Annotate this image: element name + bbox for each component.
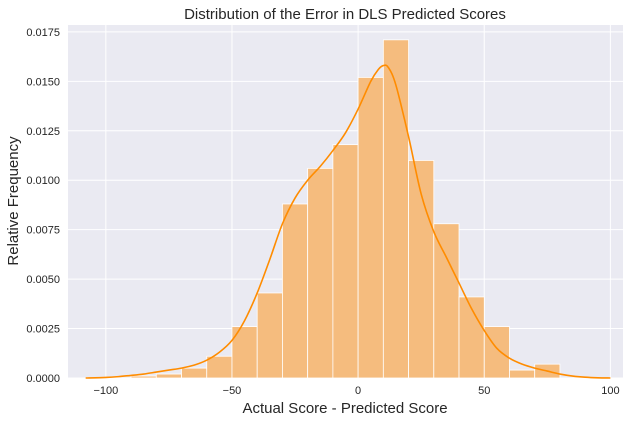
- y-axis-label: Relative Frequency: [5, 136, 22, 266]
- y-tick-label: 0.0025: [26, 324, 60, 336]
- x-tick-label: 0: [355, 385, 361, 397]
- y-tick-label: 0.0175: [26, 27, 60, 39]
- histogram-bar: [509, 369, 536, 379]
- y-tick-label: 0.0100: [26, 175, 60, 187]
- histogram-bars: [130, 39, 561, 379]
- x-tick-label: −100: [93, 385, 118, 397]
- y-axis-ticks: 0.0000 0.0025 0.0050 0.0075 0.0100 0.0125 0.01…: [26, 27, 60, 385]
- histogram-bar: [483, 326, 510, 379]
- histogram-bar: [130, 375, 157, 379]
- histogram-bar: [282, 203, 309, 379]
- histogram-bar: [382, 39, 409, 379]
- y-tick-label: 0.0125: [26, 126, 60, 138]
- x-axis-ticks: −100 −50 0 50 100: [93, 385, 619, 397]
- histogram-bar: [332, 144, 359, 379]
- histogram-bar: [155, 373, 182, 379]
- histogram-bar: [256, 292, 283, 379]
- x-tick-label: 50: [478, 385, 490, 397]
- histogram-bar: [307, 167, 334, 379]
- x-axis-label: Actual Score - Predicted Score: [242, 400, 447, 417]
- y-tick-label: 0.0150: [26, 76, 60, 88]
- x-tick-label: −50: [223, 385, 242, 397]
- chart-title: Distribution of the Error in DLS Predict…: [184, 6, 506, 23]
- y-tick-label: 0.0075: [26, 225, 60, 237]
- kde-curve: [85, 64, 611, 379]
- histogram-bar: [433, 223, 460, 379]
- y-tick-label: 0.0000: [26, 373, 60, 385]
- y-tick-label: 0.0050: [26, 274, 60, 286]
- x-tick-label: 100: [601, 385, 619, 397]
- histogram-bar: [206, 355, 233, 379]
- histogram-bar: [181, 367, 208, 379]
- histogram-bar: [357, 77, 384, 379]
